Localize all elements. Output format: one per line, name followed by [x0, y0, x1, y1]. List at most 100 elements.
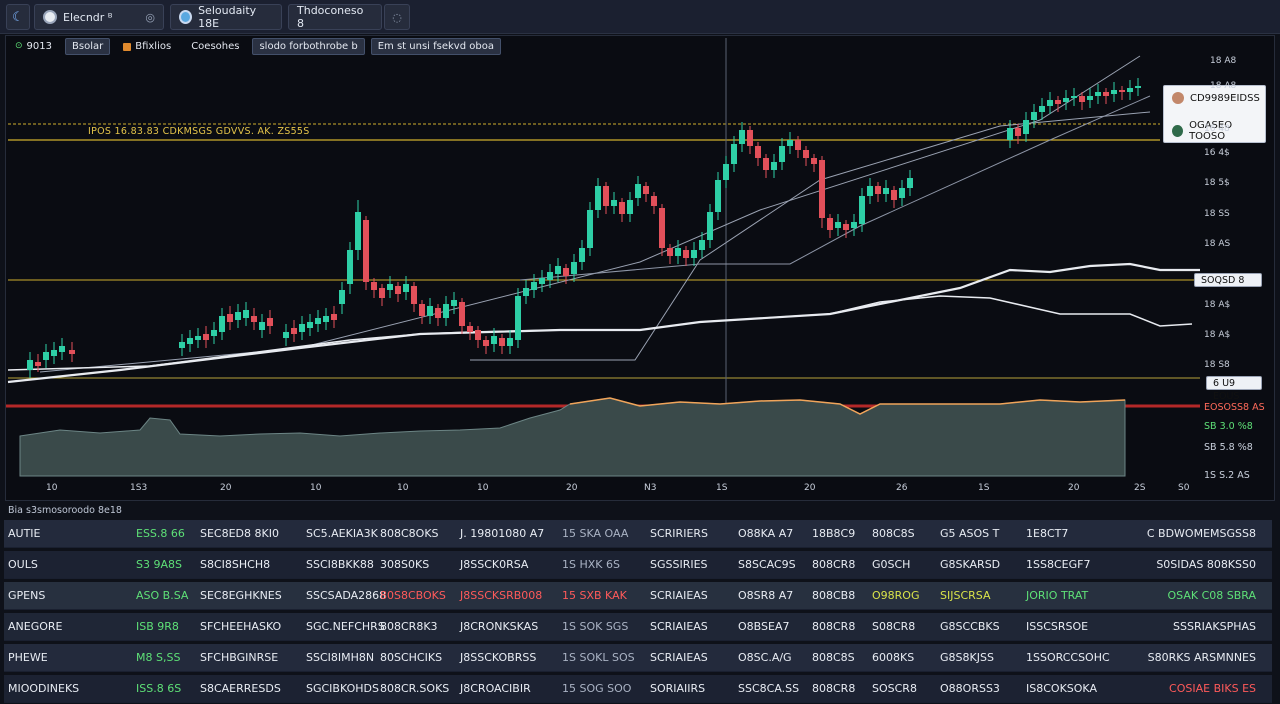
table-row[interactable]: ANEGORE ISB 9R8 SFCHEEHASKO SGC.NEFCHRS 808C… [4, 613, 1272, 641]
candle-body [523, 288, 529, 296]
table-cell: O88KA A7 [738, 527, 794, 540]
candle-body [555, 266, 561, 274]
candle-body [563, 268, 569, 276]
table-cell: 808CR.SOKS [380, 682, 450, 695]
table-cell: SC5.AEKIA3K [306, 527, 378, 540]
candle-body [723, 164, 729, 180]
table-cell: J8SSCKSRB008 [460, 589, 543, 602]
table-cell: SCRIAIEAS [650, 620, 708, 633]
status-dot-icon: ⊙ [15, 41, 23, 51]
tab-1[interactable]: Elecndr ᴮ ◎ [34, 4, 164, 30]
candle-body [315, 318, 321, 324]
y-tick: 18 A8 [1210, 56, 1237, 66]
table-cell: S3 9A8S [136, 558, 182, 571]
tab-2[interactable]: Seloudaity 18E [170, 4, 282, 30]
table-cell: ISB 9R8 [136, 620, 179, 633]
candle-body [379, 288, 385, 298]
coin-icon [43, 10, 57, 24]
table-cell: 80S8CBOKS [380, 589, 446, 602]
candle-body [1135, 86, 1141, 88]
tab-3[interactable]: Thdoconeso 8 [288, 4, 382, 30]
table-cell: S80RKS ARSMNNES [1147, 651, 1256, 664]
table-cell: SSC8CA.SS [738, 682, 800, 695]
candle-body [603, 186, 609, 206]
table-cell: SGSSIRIES [650, 558, 708, 571]
candle-body [179, 342, 185, 348]
candle-body [1047, 100, 1053, 106]
price-chart[interactable] [0, 0, 1280, 504]
x-tick: 10 [46, 483, 58, 493]
table-cell: 808CR8 [812, 558, 856, 571]
toolbar-item[interactable]: slodo forbothrobe b [252, 38, 365, 55]
table-cell: S0SIDAS 808KSS0 [1156, 558, 1256, 571]
table-row[interactable]: AUTIE ESS.8 66 SEC8ED8 8KI0 SC5.AEKIA3K 808C… [4, 520, 1272, 548]
price-tag: 6 U9 EOUS [1206, 376, 1262, 402]
table-cell: J8CROACIBIR [460, 682, 531, 695]
candle-body [491, 336, 497, 344]
table-row[interactable]: PHEWE M8 S,SS SFCHBGINRSE SSCI8IMH8N 80SCHCI… [4, 644, 1272, 672]
legend-item: OGASEO TOOSO [1172, 120, 1265, 142]
candle-body [891, 190, 897, 200]
candle-body [323, 316, 329, 322]
candle-body [1023, 120, 1029, 134]
candle-body [251, 316, 257, 322]
candle-body [507, 338, 513, 346]
toolbar-item[interactable]: Bfixlios [116, 38, 178, 55]
candle-body [819, 160, 825, 218]
candle-body [427, 306, 433, 316]
volume-area [19, 397, 1126, 477]
candle-body [779, 146, 785, 162]
table-cell: SCRIAIEAS [650, 651, 708, 664]
trend-line [519, 95, 1151, 281]
table-cell: SEC8ED8 8KI0 [200, 527, 279, 540]
table-row[interactable]: GPENS ASO B.SA SEC8EGHKNES SSCSADA2868 80S8C… [4, 582, 1272, 610]
candle-body [331, 314, 337, 320]
toolbar-item[interactable]: Bsolar [65, 38, 111, 55]
table-cell: COSIAE BIKS ES [1169, 682, 1256, 695]
row-symbol: PHEWE [8, 651, 48, 664]
candle-body [283, 332, 289, 338]
candle-body [515, 296, 521, 340]
candle-body [291, 328, 297, 334]
candle-body [859, 196, 865, 224]
table-cell: S8CAERRESDS [200, 682, 281, 695]
row-symbol: AUTIE [8, 527, 41, 540]
settings-tab[interactable]: ◌ [384, 4, 410, 30]
toolbar-item[interactable]: Em st unsi fsekvd oboa [370, 38, 501, 55]
candle-body [387, 284, 393, 290]
tab-bar: ☾ Elecndr ᴮ ◎ Seloudaity 18E Thdoconeso … [0, 0, 1280, 34]
row-symbol: OULS [8, 558, 38, 571]
y-tick: 18 A8 [1210, 81, 1237, 91]
toolbar-item[interactable]: Coesohes [184, 38, 246, 55]
toolbar-label: Bfixlios [135, 41, 172, 52]
volume-tick: 1S S.2 AS [1204, 470, 1250, 481]
table-cell: 808C8S [812, 651, 855, 664]
candle-body [35, 362, 41, 366]
toolbar-item[interactable]: ⊙ 9013 [8, 38, 59, 55]
candle-body [579, 248, 585, 262]
candle-body [267, 318, 273, 326]
table-cell: G5 ASOS T [940, 527, 1000, 540]
table-cell: 1S SOKL SOS [562, 651, 635, 664]
table-cell: O88ORSS3 [940, 682, 1000, 695]
candle-body [627, 200, 633, 214]
table-cell: SCRIAIEAS [650, 589, 708, 602]
table-cell: G8SCCBKS [940, 620, 1000, 633]
table-cell: SEC8EGHKNES [200, 589, 282, 602]
table-cell: SGC.NEFCHRS [306, 620, 385, 633]
table-row[interactable]: OULS S3 9A8S S8CI8SHCH8 SSCI8BKK88 308S0KS J8… [4, 551, 1272, 579]
candle-body [43, 352, 49, 360]
candle-body [1119, 90, 1125, 92]
candle-body [851, 222, 857, 228]
table-row[interactable]: MIOODINEKS ISS.8 6S S8CAERRESDS SGCIBKOHDS 8… [4, 675, 1272, 703]
candle-body [611, 200, 617, 206]
candle-body [683, 250, 689, 258]
candle-body [755, 146, 761, 158]
candle-body [835, 222, 841, 228]
tab-label: Seloudaity 18E [198, 4, 257, 30]
candle-body [1007, 128, 1013, 140]
tab-home[interactable]: ☾ [6, 4, 30, 30]
x-tick: 20 [566, 483, 578, 493]
table-cell: SORIAIIRS [650, 682, 706, 695]
candle-body [595, 186, 601, 210]
